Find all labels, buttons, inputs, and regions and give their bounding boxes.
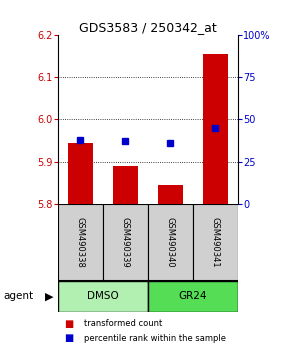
Bar: [68, 143, 93, 204]
Bar: [58, 204, 103, 281]
Text: transformed count: transformed count: [84, 319, 162, 329]
Text: ■: ■: [64, 319, 73, 329]
Bar: [58, 281, 148, 312]
Text: GSM490338: GSM490338: [76, 217, 85, 268]
Text: GSM490341: GSM490341: [211, 217, 220, 268]
Text: GR24: GR24: [179, 291, 207, 302]
Text: agent: agent: [3, 291, 33, 302]
Text: GSM490340: GSM490340: [166, 217, 175, 268]
Bar: [148, 204, 193, 281]
Text: GSM490339: GSM490339: [121, 217, 130, 268]
Title: GDS3583 / 250342_at: GDS3583 / 250342_at: [79, 21, 217, 34]
Bar: [158, 185, 183, 204]
Text: DMSO: DMSO: [87, 291, 119, 302]
Bar: [113, 166, 138, 204]
Bar: [148, 281, 238, 312]
Text: ■: ■: [64, 333, 73, 343]
Text: ▶: ▶: [45, 291, 53, 302]
Bar: [203, 54, 228, 204]
Bar: [103, 204, 148, 281]
Bar: [193, 204, 238, 281]
Text: percentile rank within the sample: percentile rank within the sample: [84, 333, 226, 343]
